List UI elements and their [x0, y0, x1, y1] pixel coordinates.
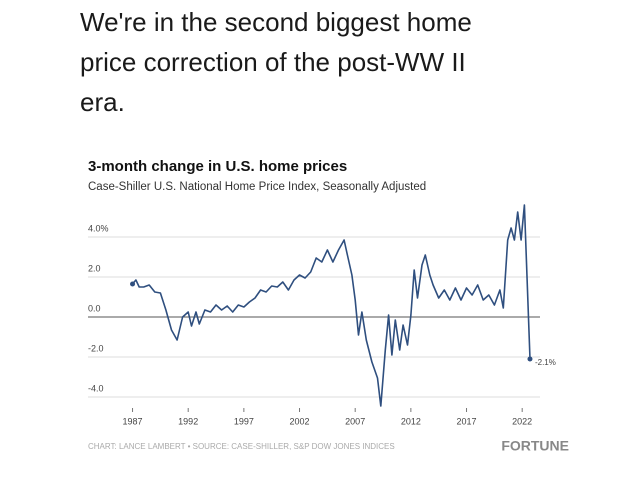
y-tick-label: 0.0 [88, 303, 101, 313]
x-tick-label: 2022 [512, 416, 532, 426]
x-tick-label: 1987 [123, 416, 143, 426]
data-line [131, 204, 531, 407]
chart-footer: CHART: LANCE LAMBERT • SOURCE: CASE-SHIL… [88, 442, 395, 451]
chart-subtitle: Case-Shiller U.S. National Home Price In… [88, 181, 426, 193]
x-tick-label: 2007 [345, 416, 365, 426]
x-tick-label: 2002 [290, 416, 310, 426]
tweet-line: price correction of the post-WW II [80, 47, 466, 77]
y-tick-label: 4.0% [88, 223, 109, 233]
x-tick-label: 2012 [401, 416, 421, 426]
x-tick-label: 2017 [457, 416, 477, 426]
y-tick-label: -2.0 [88, 343, 104, 353]
tweet-line: We're in the second biggest home [80, 7, 472, 37]
y-tick-label: 2.0 [88, 263, 101, 273]
y-tick-label: -4.0 [88, 383, 104, 393]
x-tick-label: 1997 [234, 416, 254, 426]
chart-title: 3-month change in U.S. home prices [88, 158, 347, 175]
value-label: -2.1% [535, 358, 556, 367]
end-dot [527, 356, 533, 362]
x-tick-label: 1992 [178, 416, 198, 426]
brand: FORTUNE [501, 438, 569, 454]
tweet-line: era. [80, 87, 125, 117]
end-dot [130, 281, 136, 287]
